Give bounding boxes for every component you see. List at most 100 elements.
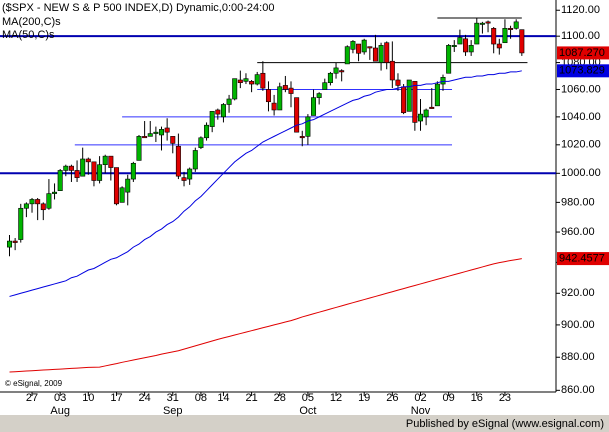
legend-entry: MA(200,C)s — [2, 16, 61, 28]
candle-body — [406, 79, 412, 112]
candle-body — [97, 164, 103, 181]
candle-body — [159, 129, 165, 136]
legend-entry: MA(50,C)s — [2, 29, 55, 41]
candle-body — [378, 45, 384, 63]
legend-title: ($SPX - NEW S & P 500 INDEX,D) Dynamic,0… — [2, 2, 274, 14]
candle-body — [170, 136, 176, 144]
x-tick-label: 02 — [414, 392, 426, 404]
last-price-label: 1087.270 — [559, 47, 605, 59]
month-label: Sep — [163, 405, 183, 417]
candle-body — [46, 193, 52, 209]
candle-body — [350, 41, 356, 50]
candle-body — [389, 60, 395, 81]
candle-body — [220, 104, 226, 118]
candle-body — [446, 45, 452, 74]
candle-body — [440, 77, 446, 85]
candle-body — [513, 21, 519, 29]
candle-body — [147, 133, 153, 137]
candle-body — [395, 79, 401, 86]
x-tick-label: 08 — [195, 392, 207, 404]
ma-line — [9, 70, 522, 297]
candle-body — [226, 98, 232, 105]
month-label: Aug — [50, 405, 70, 417]
month-label: Oct — [299, 405, 316, 417]
y-tick-label: 1040.00 — [561, 111, 601, 123]
candle-body — [333, 67, 339, 74]
x-tick-label: 26 — [386, 392, 398, 404]
candle-body — [142, 136, 148, 139]
candle-body — [204, 124, 210, 139]
y-tick-label: 960.00 — [561, 226, 595, 238]
candle-body — [74, 170, 80, 178]
candle-body — [372, 47, 378, 62]
candle-body — [344, 46, 350, 65]
candle-body — [12, 240, 18, 243]
candle-body — [85, 158, 91, 163]
y-tick-label: 1080.00 — [561, 56, 601, 68]
candle-body — [113, 167, 119, 205]
candle-body — [508, 28, 514, 30]
candle-body — [192, 150, 198, 170]
candle-body — [519, 29, 525, 54]
candle-body — [237, 79, 243, 83]
candle-body — [52, 191, 58, 194]
candle-body — [18, 207, 24, 240]
candle-body — [108, 155, 114, 168]
candle-body — [130, 162, 136, 180]
candle-body — [181, 177, 187, 181]
candle-body — [91, 161, 97, 181]
candle-body — [209, 111, 215, 127]
candle-body — [164, 127, 170, 133]
candle-body — [311, 97, 317, 116]
candle-body — [429, 106, 435, 109]
candle-body — [232, 78, 238, 100]
x-tick-label: 17 — [110, 392, 122, 404]
y-tick-label: 1000.00 — [561, 167, 601, 179]
x-tick-label: 27 — [26, 392, 38, 404]
candle-body — [305, 116, 311, 137]
candle-body — [277, 86, 283, 111]
candle-body — [463, 38, 469, 53]
candle-body — [187, 168, 193, 180]
candle-body — [68, 165, 74, 171]
x-tick-label: 14 — [217, 392, 229, 404]
x-tick-label: 12 — [330, 392, 342, 404]
y-tick-label: 880.00 — [561, 351, 595, 363]
candle-body — [384, 42, 390, 63]
candle-body — [119, 187, 125, 203]
y-tick-label: 920.00 — [561, 287, 595, 299]
x-tick-label: 19 — [358, 392, 370, 404]
candle-body — [457, 37, 463, 45]
ma-last-label-bg — [557, 252, 609, 266]
x-tick-label: 03 — [54, 392, 66, 404]
candle-body — [434, 83, 440, 107]
y-tick-label: 1020.00 — [561, 139, 601, 151]
x-tick-label: 16 — [471, 392, 483, 404]
y-tick-label: 1060.00 — [561, 83, 601, 95]
candle-body — [412, 81, 418, 123]
candle-body — [294, 97, 300, 133]
candle-body — [271, 102, 277, 111]
footer-bar — [0, 415, 609, 432]
candle-body — [451, 45, 457, 47]
candle-body — [40, 203, 46, 211]
x-tick-label: 09 — [443, 392, 455, 404]
candle-body — [417, 113, 423, 122]
y-tick-label: 1120.00 — [561, 4, 600, 16]
candle-body — [322, 82, 328, 90]
candle-body — [502, 28, 508, 44]
ma-line — [9, 258, 522, 373]
candle-body — [198, 137, 204, 148]
candle-body — [175, 145, 181, 177]
candle-body — [299, 136, 305, 139]
candle-body — [491, 28, 497, 45]
x-tick-label: 28 — [274, 392, 286, 404]
x-tick-label: 24 — [138, 392, 150, 404]
ma-last-label: 942.4577 — [559, 252, 605, 264]
ma-last-label-bg — [557, 64, 609, 78]
y-tick-label: 980.00 — [561, 196, 595, 208]
candle-body — [339, 70, 345, 73]
candle-body — [254, 74, 260, 85]
